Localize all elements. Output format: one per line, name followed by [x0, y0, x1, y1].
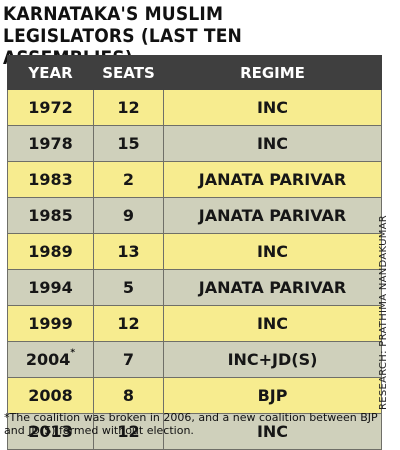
cell-seats: 2: [93, 161, 164, 198]
table-row: 1999 12 INC: [7, 305, 382, 342]
cell-year: 2008: [7, 377, 94, 414]
cell-regime: INC: [163, 233, 382, 270]
cell-regime: JANATA PARIVAR: [163, 269, 382, 306]
cell-seats: 5: [93, 269, 164, 306]
cell-seats: 13: [93, 233, 164, 270]
cell-seats: 9: [93, 197, 164, 234]
cell-regime: JANATA PARIVAR: [163, 197, 382, 234]
cell-seats: 15: [93, 125, 164, 162]
cell-year: 2004*: [7, 341, 94, 378]
cell-regime: BJP: [163, 377, 382, 414]
year-value: 1994: [28, 278, 73, 297]
cell-year: 1972: [7, 89, 94, 126]
legislators-table: YEAR SEATS REGIME 1972 12 INC 1978 15 INC 1983…: [7, 55, 382, 450]
year-value: 1999: [28, 314, 73, 333]
cell-regime: INC: [163, 89, 382, 126]
year-value: 2008: [28, 386, 73, 405]
year-value: 1989: [28, 242, 73, 261]
header-seats: SEATS: [93, 55, 164, 90]
year-value: 2004: [25, 350, 71, 369]
cell-year: 1989: [7, 233, 94, 270]
year-value: 1978: [28, 134, 73, 153]
table-row: 1994 5 JANATA PARIVAR: [7, 269, 382, 306]
cell-year: 1999: [7, 305, 94, 342]
cell-seats: 8: [93, 377, 164, 414]
cell-year: 1994: [7, 269, 94, 306]
cell-regime: INC+JD(S): [163, 341, 382, 378]
table-row: 1989 13 INC: [7, 233, 382, 270]
footnote: *The coalition was broken in 2006, and a…: [4, 411, 378, 437]
table-row: 1983 2 JANATA PARIVAR: [7, 161, 382, 198]
year-value: 2013: [28, 422, 73, 441]
table-row: 1972 12 INC: [7, 89, 382, 126]
cell-year: 1983: [7, 161, 94, 198]
research-credit: RESEARCH: PRATHIMA NANDAKUMAR: [378, 214, 389, 410]
cell-year: 1978: [7, 125, 94, 162]
cell-regime: INC: [163, 413, 382, 450]
table-row: 1985 9 JANATA PARIVAR: [7, 197, 382, 234]
cell-regime: INC: [163, 305, 382, 342]
year-value: 1983: [28, 170, 73, 189]
table-header-row: YEAR SEATS REGIME: [7, 55, 382, 90]
table-row: 1978 15 INC: [7, 125, 382, 162]
cell-seats: 7: [93, 341, 164, 378]
cell-seats: 12: [93, 89, 164, 126]
cell-year: 2013: [7, 413, 94, 450]
header-regime: REGIME: [163, 55, 382, 90]
cell-regime: INC: [163, 125, 382, 162]
table-row: 2013 12 INC: [7, 413, 382, 450]
cell-seats: 12: [93, 305, 164, 342]
year-value: 1985: [28, 206, 73, 225]
cell-year: 1985: [7, 197, 94, 234]
cell-regime: JANATA PARIVAR: [163, 161, 382, 198]
table-row: 2004* 7 INC+JD(S): [7, 341, 382, 378]
year-value: 1972: [28, 98, 73, 117]
footnote-marker: *: [70, 348, 76, 358]
header-year: YEAR: [7, 55, 94, 90]
table-row: 2008 8 BJP: [7, 377, 382, 414]
